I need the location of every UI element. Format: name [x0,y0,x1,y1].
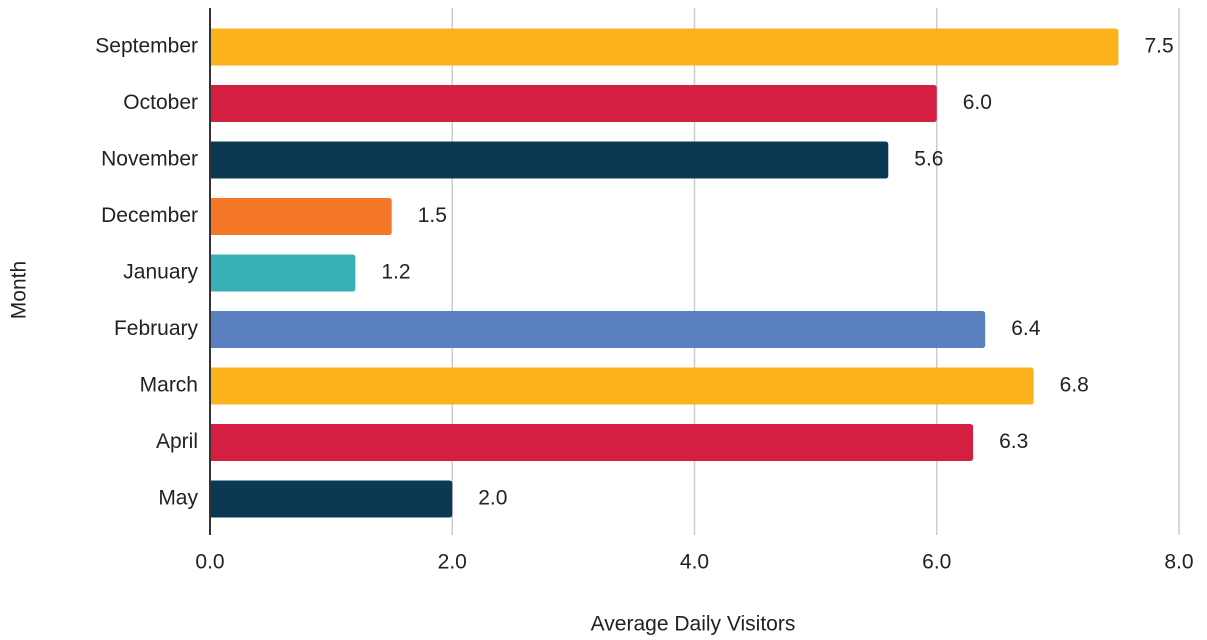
y-tick-label: September [95,35,198,58]
value-label: 6.8 [1060,374,1089,397]
value-label: 6.0 [963,91,992,114]
bar [210,480,453,518]
y-tick-label: December [101,204,198,227]
y-tick-label: March [140,374,198,397]
bar [210,141,889,179]
y-tick-label: February [114,317,199,340]
y-tick-label: October [123,91,198,114]
bar [210,28,1119,66]
x-tick-label: 4.0 [680,551,709,574]
y-tick-label: April [156,430,198,453]
bar [210,254,356,292]
y-tick-label: May [158,487,198,510]
x-tick-label: 2.0 [438,551,467,574]
y-tick-label: January [123,261,198,284]
value-label: 1.2 [381,261,410,284]
y-tick-label: November [101,148,198,171]
value-label: 5.6 [914,148,943,171]
y-axis-label: Month [8,261,31,319]
x-tick-label: 8.0 [1164,551,1193,574]
x-tick-label: 0.0 [195,551,224,574]
x-axis-label: Average Daily Visitors [591,613,796,636]
bar [210,311,986,348]
value-label: 1.5 [418,204,447,227]
bar [210,85,937,122]
value-label: 6.4 [1011,317,1041,340]
value-label: 7.5 [1144,35,1173,58]
x-tick-label: 6.0 [922,551,951,574]
bar [210,424,974,461]
value-label: 2.0 [478,487,507,510]
value-label: 6.3 [999,430,1028,453]
bar [210,198,392,235]
bar [210,367,1034,405]
